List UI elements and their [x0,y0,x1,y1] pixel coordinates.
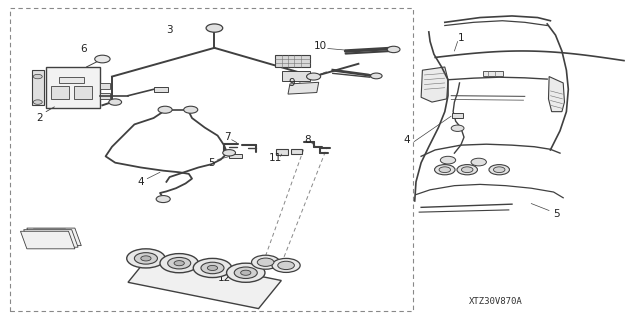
Circle shape [252,255,280,269]
Bar [74,86,92,99]
Bar [10,8,413,311]
Circle shape [234,267,257,278]
Bar [32,70,44,105]
Text: 9: 9 [288,78,294,88]
Circle shape [489,165,509,175]
Polygon shape [27,228,81,246]
Polygon shape [421,67,448,102]
Bar [275,55,310,67]
Circle shape [174,261,184,266]
Circle shape [158,106,172,113]
Polygon shape [288,82,319,94]
Text: 4: 4 [403,135,410,145]
Circle shape [272,258,300,272]
Circle shape [134,253,157,264]
Circle shape [457,165,477,175]
Bar [154,87,168,92]
Bar [46,67,100,108]
Circle shape [471,158,486,166]
Bar [229,154,242,158]
Circle shape [241,270,251,275]
Polygon shape [548,77,564,112]
Text: 3: 3 [166,25,173,35]
Text: 1: 1 [458,33,464,43]
Circle shape [127,249,165,268]
Text: 5: 5 [208,158,214,168]
Circle shape [206,24,223,32]
Text: 7: 7 [224,132,230,142]
Circle shape [227,263,265,282]
Circle shape [461,167,473,173]
Bar [128,254,282,308]
Circle shape [387,46,400,53]
Circle shape [109,99,122,105]
Bar [100,93,110,99]
Circle shape [33,100,42,104]
Circle shape [207,265,218,271]
Polygon shape [24,230,78,247]
Circle shape [451,125,464,131]
Circle shape [33,74,42,79]
Circle shape [371,73,382,79]
Bar [483,71,503,76]
Bar [59,77,84,83]
Circle shape [223,150,236,156]
Circle shape [95,55,110,63]
Bar [51,86,69,99]
Text: 4: 4 [138,177,144,187]
Text: 2: 2 [36,113,43,123]
Polygon shape [20,231,75,249]
Circle shape [156,196,170,203]
Circle shape [193,258,232,278]
Circle shape [278,261,294,270]
Circle shape [435,165,455,175]
Text: 12: 12 [218,272,230,283]
Text: 6: 6 [80,44,86,55]
Text: 10: 10 [314,41,326,51]
Bar [282,71,310,81]
Bar [291,149,302,154]
Circle shape [257,258,274,266]
Bar [452,113,463,118]
Circle shape [307,73,321,80]
Circle shape [493,167,505,173]
Text: XTZ30V870A: XTZ30V870A [469,297,523,306]
Bar [100,83,110,89]
Circle shape [184,106,198,113]
Bar [276,149,288,155]
Circle shape [160,254,198,273]
Circle shape [440,156,456,164]
Text: 11: 11 [269,153,282,163]
Text: 8: 8 [304,135,310,145]
Circle shape [168,257,191,269]
Circle shape [439,167,451,173]
Text: 5: 5 [554,209,560,219]
Circle shape [141,256,151,261]
Circle shape [201,262,224,274]
